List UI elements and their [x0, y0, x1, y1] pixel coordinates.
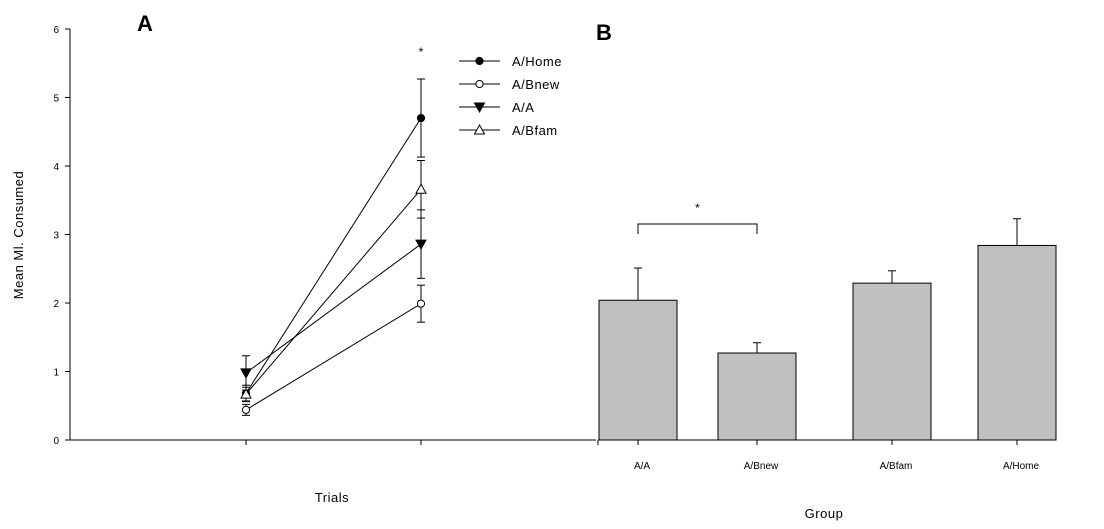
panel-b-significance-marker: * — [695, 201, 700, 215]
data-point-A/Home — [416, 113, 426, 123]
panel-a-y-tick-label: 6 — [53, 25, 59, 36]
panel-b-x-axis-title: Group — [805, 506, 844, 521]
legend-marker — [475, 56, 484, 66]
series-line-A/Home — [245, 117, 422, 394]
bar-A/Bfam — [852, 282, 932, 441]
panel-a-y-tick-label: 0 — [53, 436, 59, 447]
panel-a-y-tick-label: 5 — [53, 94, 59, 105]
legend-marker — [473, 102, 486, 114]
panel-a-y-tick-label: 3 — [53, 231, 59, 242]
data-point-A/A — [415, 239, 427, 251]
significance-bracket — [637, 223, 758, 234]
panel-a-x-axis-title: Trials — [315, 490, 349, 505]
panel-a-y-tick-label: 1 — [53, 368, 59, 379]
panel-a-y-axis-title: Mean Ml. Consumed — [11, 171, 26, 299]
bar-A/A — [598, 299, 678, 441]
series-line-A/Bfam — [245, 188, 422, 395]
bar-A/Home — [977, 244, 1057, 441]
data-point-A/A — [240, 368, 252, 379]
panel-b-letter: B — [596, 20, 612, 45]
data-point-A/Bfam — [415, 183, 427, 194]
data-point-A/Bnew — [241, 405, 251, 414]
bar-A/Bnew — [717, 352, 797, 441]
legend-marker — [475, 79, 484, 89]
series-line-A/A — [245, 243, 422, 374]
category-label: A/Bnew — [744, 461, 779, 472]
panel-a-letter: A — [137, 11, 153, 36]
category-label: A/A — [634, 461, 650, 472]
legend-label: A/A — [512, 100, 534, 115]
data-point-A/Bfam — [240, 388, 252, 399]
data-point-A/Bnew — [416, 299, 426, 308]
series-line-A/Bnew — [245, 303, 422, 411]
category-label: A/Bfam — [880, 461, 913, 472]
category-label: A/Home — [1003, 461, 1040, 472]
legend-marker — [473, 123, 486, 135]
legend-label: A/Bfam — [512, 123, 558, 138]
panel-a-significance-marker: * — [419, 45, 424, 59]
panel-a-y-tick-label: 4 — [53, 162, 59, 173]
panel-a-y-tick-label: 2 — [53, 299, 59, 310]
legend-label: A/Bnew — [512, 77, 560, 92]
legend-label: A/Home — [512, 54, 562, 69]
